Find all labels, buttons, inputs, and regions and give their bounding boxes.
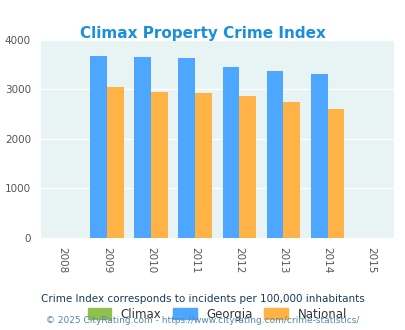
Bar (327, 109, 343, 238)
Bar (178, 58, 195, 238)
Bar (107, 87, 123, 238)
Bar (134, 57, 151, 238)
Bar (266, 71, 283, 238)
Bar (90, 56, 107, 238)
Legend: Climax, Georgia, National: Climax, Georgia, National (83, 303, 351, 325)
Text: Climax Property Crime Index: Climax Property Crime Index (80, 26, 325, 41)
Bar (222, 67, 239, 238)
Bar (195, 93, 211, 238)
Text: © 2025 CityRating.com - https://www.cityrating.com/crime-statistics/: © 2025 CityRating.com - https://www.city… (46, 316, 359, 325)
Bar (151, 92, 167, 238)
Bar (310, 74, 327, 238)
Bar (239, 96, 256, 238)
Text: Crime Index corresponds to incidents per 100,000 inhabitants: Crime Index corresponds to incidents per… (41, 294, 364, 304)
Bar (283, 102, 299, 238)
